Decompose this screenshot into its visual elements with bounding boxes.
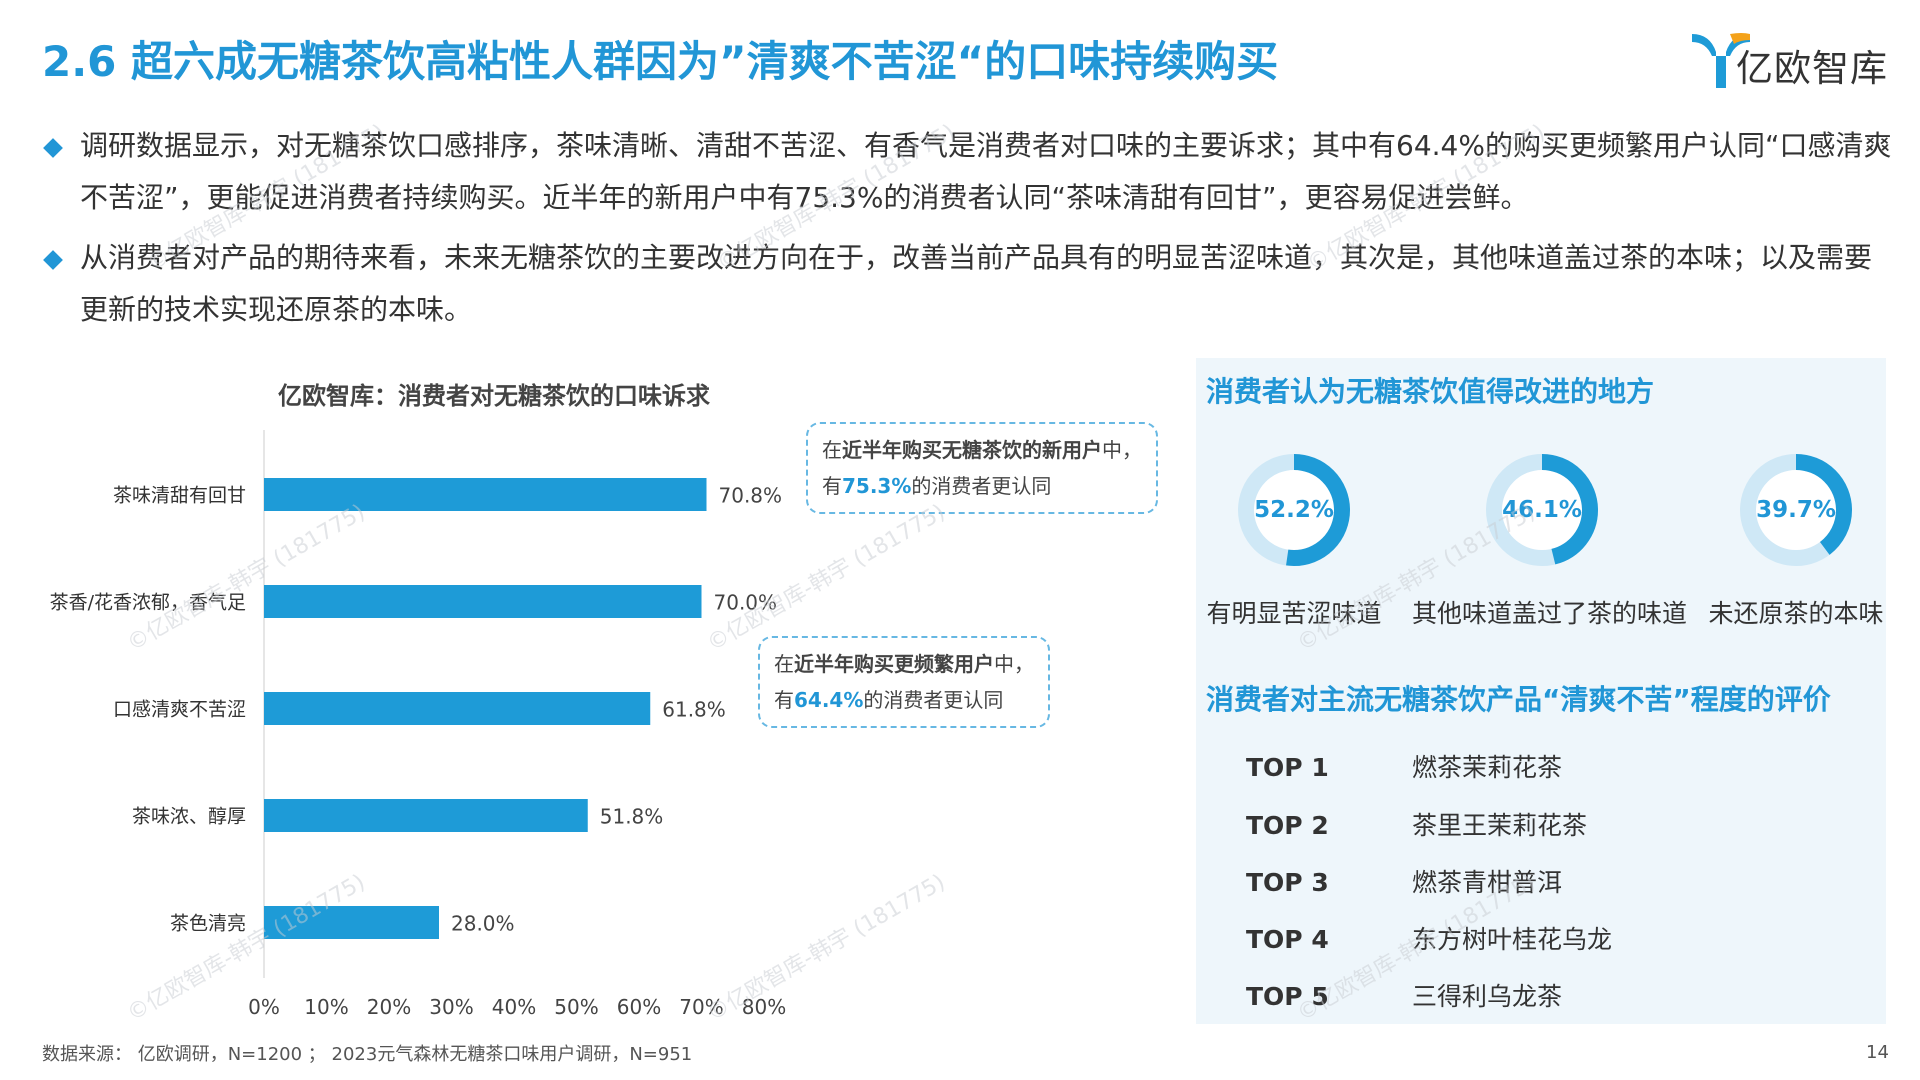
donut-chart-1: 52.2% bbox=[1236, 452, 1352, 568]
page-title: 2.6 超六成无糖茶饮高粘性人群因为”清爽不苦涩“的口味持续购买 bbox=[42, 37, 1279, 86]
bar-chart: 茶味清甜有回甘 70.8% 茶香/花香浓郁，香气足 70.0% 口感清爽不苦涩 61.8%… bbox=[50, 430, 786, 1019]
rank-row-4: TOP 4 东方树叶桂花乌龙 bbox=[1246, 925, 1613, 954]
rank-row-2: TOP 2 茶里王茉莉花茶 bbox=[1246, 811, 1588, 840]
value-label-3: 61.8% bbox=[662, 698, 726, 722]
donut-chart-2: 46.1% bbox=[1484, 452, 1600, 568]
diamond-bullet-icon bbox=[43, 250, 63, 270]
donut-chart-3: 39.7% bbox=[1738, 452, 1854, 568]
x-tick-label-1: 0% bbox=[248, 995, 280, 1019]
bar-1 bbox=[264, 478, 707, 511]
category-label-1: 茶味清甜有回甘 bbox=[113, 485, 246, 507]
donut-value-2: 46.1% bbox=[1502, 497, 1582, 523]
diamond-bullet-icon bbox=[43, 138, 63, 158]
bar-5 bbox=[264, 906, 439, 939]
value-label-5: 28.0% bbox=[451, 912, 515, 936]
category-label-4: 茶味浓、醇厚 bbox=[132, 806, 246, 828]
bullet-point-2: 从消费者对产品的期待来看，未来无糖茶饮的主要改进方向在于，改善当前产品具有的明显… bbox=[43, 232, 1896, 336]
donut-value-1: 52.2% bbox=[1254, 497, 1334, 523]
value-label-2: 70.0% bbox=[714, 591, 778, 615]
data-source-note: 数据来源： 亿欧调研，N=1200 ； 2023元气森林无糖茶口味用户调研，N=… bbox=[42, 1044, 693, 1065]
bullet-point-1: 调研数据显示，对无糖茶饮口感排序，茶味清晰、清甜不苦涩、有香气是消费者对口味的主… bbox=[43, 120, 1896, 224]
x-tick-label-7: 60% bbox=[617, 995, 661, 1019]
x-tick-label-5: 40% bbox=[492, 995, 536, 1019]
rank-row-1: TOP 1 燃茶茉莉花茶 bbox=[1246, 753, 1563, 782]
bar-3 bbox=[264, 692, 651, 725]
donut-label-2: 其他味道盖过了茶的味道 bbox=[1412, 599, 1688, 628]
logo-text: 亿欧智库 bbox=[1736, 47, 1888, 90]
donut-label-3: 未还原茶的本味 bbox=[1708, 599, 1884, 628]
x-tick-label-6: 50% bbox=[554, 995, 598, 1019]
donut-arc bbox=[1238, 454, 1350, 566]
callout-new-users: 在近半年购买无糖茶饮的新用户中， 有75.3%的消费者更认同 bbox=[806, 422, 1158, 514]
category-label-2: 茶香/花香浓郁，香气足 bbox=[50, 592, 246, 614]
page-number: 14 bbox=[1866, 1042, 1889, 1063]
improve-section-title: 消费者认为无糖茶饮值得改进的地方 bbox=[1206, 375, 1655, 408]
bar-4 bbox=[264, 799, 588, 832]
bullet-text-1: 调研数据显示，对无糖茶饮口感排序，茶味清晰、清甜不苦涩、有香气是消费者对口味的主… bbox=[80, 129, 1892, 214]
donut-arc bbox=[1740, 454, 1852, 566]
category-label-5: 茶色清亮 bbox=[170, 913, 246, 935]
x-tick-label-9: 80% bbox=[742, 995, 786, 1019]
value-label-4: 51.8% bbox=[600, 805, 664, 829]
donut-arc bbox=[1486, 454, 1598, 566]
rank-row-3: TOP 3 燃茶青柑普洱 bbox=[1246, 868, 1563, 897]
donut-label-1: 有明显苦涩味道 bbox=[1206, 599, 1382, 628]
chart-title: 亿欧智库：消费者对无糖茶饮的口味诉求 bbox=[278, 382, 710, 410]
x-tick-label-3: 20% bbox=[367, 995, 411, 1019]
yiou-logo-icon bbox=[1692, 33, 1750, 88]
x-tick-label-2: 10% bbox=[304, 995, 348, 1019]
value-label-1: 70.8% bbox=[719, 484, 783, 508]
category-label-3: 口感清爽不苦涩 bbox=[113, 699, 246, 721]
callout-frequent-users: 在近半年购买更频繁用户中， 有64.4%的消费者更认同 bbox=[758, 636, 1050, 728]
x-tick-label-8: 70% bbox=[679, 995, 723, 1019]
rank-section-title: 消费者对主流无糖茶饮产品“清爽不苦”程度的评价 bbox=[1206, 683, 1831, 716]
x-tick-label-4: 30% bbox=[429, 995, 473, 1019]
donut-value-3: 39.7% bbox=[1756, 497, 1836, 523]
bullet-text-2: 从消费者对产品的期待来看，未来无糖茶饮的主要改进方向在于，改善当前产品具有的明显… bbox=[80, 241, 1873, 326]
rank-row-5: TOP 5 三得利乌龙茶 bbox=[1246, 982, 1563, 1011]
bar-2 bbox=[264, 585, 702, 618]
